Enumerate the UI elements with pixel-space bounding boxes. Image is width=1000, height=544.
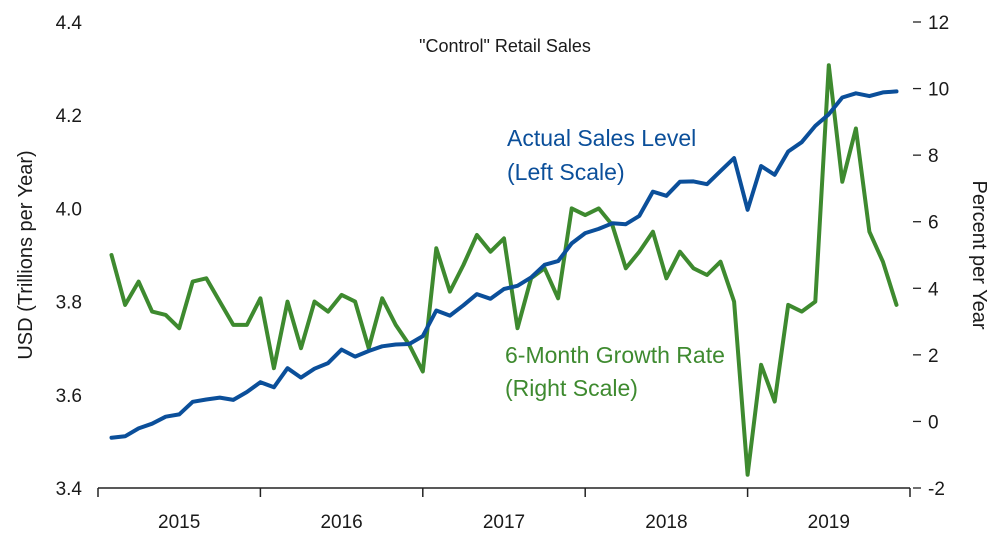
left-axis-title: USD (Trillions per Year) <box>15 150 37 359</box>
left-y-tick-labels: 3.4 3.6 3.8 4.0 4.2 4.4 <box>56 13 83 500</box>
x-tick-label: 2017 <box>483 512 525 533</box>
left-tick-label: 4.2 <box>56 106 82 127</box>
right-tick-label: 2 <box>928 346 939 367</box>
sales-level-scale-label: (Left Scale) <box>507 159 625 185</box>
left-tick-label: 3.4 <box>56 479 83 500</box>
sales-level-label: Actual Sales Level <box>507 125 696 151</box>
left-tick-label: 4.4 <box>56 13 83 34</box>
sales-level-annotation: Actual Sales Level (Left Scale) <box>507 125 696 185</box>
left-tick-label: 3.8 <box>56 293 82 314</box>
right-tick-label: 6 <box>928 213 939 234</box>
right-tick-label: 8 <box>928 146 939 167</box>
right-tick-label: -2 <box>928 479 945 500</box>
sales-level-line <box>109 89 899 440</box>
growth-rate-annotation: 6-Month Growth Rate (Right Scale) <box>505 342 725 401</box>
x-axis-ticks: 2015 2016 2017 2018 2019 <box>97 488 911 533</box>
axes <box>98 487 910 489</box>
series-layer <box>109 63 899 477</box>
chart-title: "Control" Retail Sales <box>419 36 591 56</box>
x-tick-label: 2015 <box>158 512 200 533</box>
growth-rate-label: 6-Month Growth Rate <box>505 342 725 368</box>
x-tick-label: 2018 <box>645 512 687 533</box>
growth-rate-line <box>109 63 899 477</box>
right-axis-title: Percent per Year <box>968 181 990 330</box>
right-y-tick-labels: -2 0 2 4 6 8 10 12 <box>913 13 949 500</box>
right-tick-label: 10 <box>928 80 949 101</box>
right-tick-label: 12 <box>928 13 949 34</box>
x-tick-label: 2016 <box>320 512 362 533</box>
growth-rate-scale-label: (Right Scale) <box>505 375 638 401</box>
right-tick-label: 0 <box>928 412 939 433</box>
left-tick-label: 3.6 <box>56 386 82 407</box>
x-tick-label: 2019 <box>808 512 850 533</box>
left-tick-label: 4.0 <box>56 199 82 220</box>
right-tick-label: 4 <box>928 279 939 300</box>
